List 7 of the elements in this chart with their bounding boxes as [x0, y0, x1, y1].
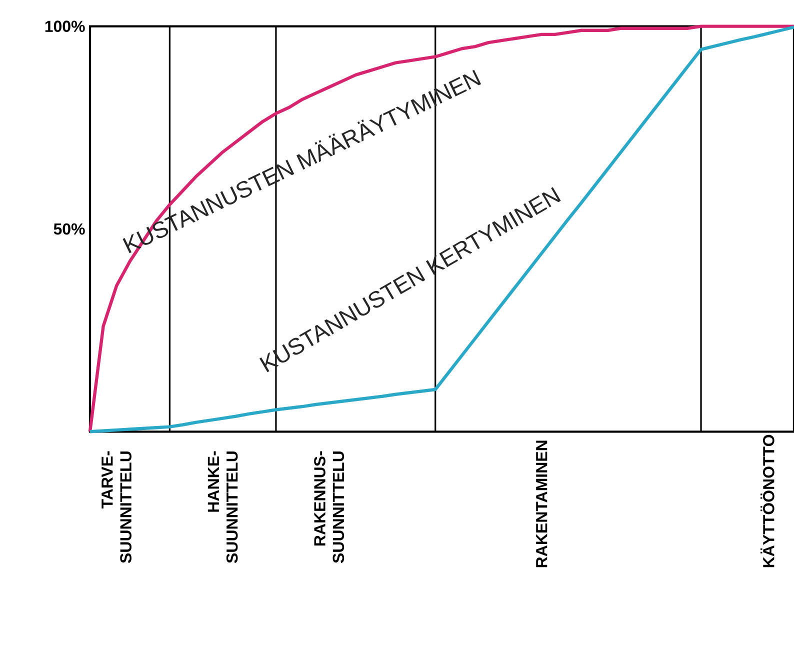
- y-tick-label: 100%: [45, 20, 85, 32]
- x-tick-label: TARVE- SUUNNITTELU: [102, 451, 132, 564]
- x-tick-label: RAKENNUS- SUUNNITTELU: [314, 451, 344, 564]
- x-tick-label: RAKENTAMINEN: [536, 440, 548, 568]
- x-tick-label: HANKE- SUUNNITTELU: [208, 451, 238, 564]
- y-tick-label: 50%: [54, 223, 85, 235]
- x-tick-label: KÄYTTÖÖNOTTO: [760, 434, 774, 568]
